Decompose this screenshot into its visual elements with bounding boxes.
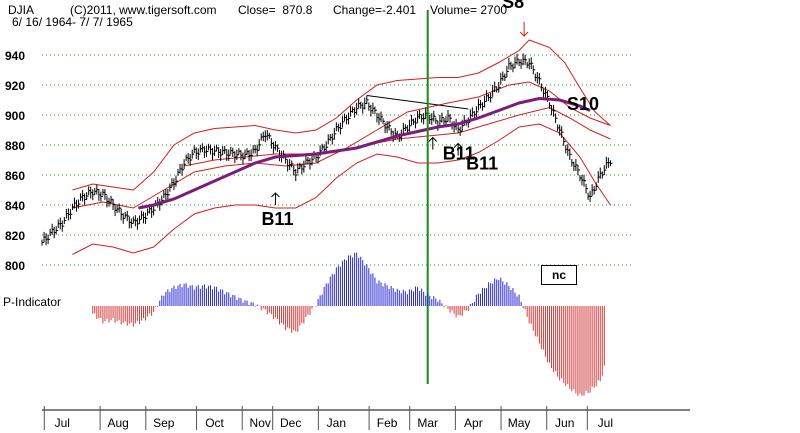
signal-arrow-head (428, 136, 438, 142)
x-tick-label-Jul: Jul (598, 416, 613, 430)
x-tick-label-Nov: Nov (250, 416, 271, 430)
copyright-label: (C)2011, www.tigersoft.com (70, 3, 217, 17)
indicator-label: P-Indicator (3, 295, 62, 309)
x-tick-label-Mar: Mar (417, 416, 438, 430)
nc-badge: nc (541, 265, 577, 285)
lower-band-line (72, 123, 611, 255)
change-value: Change=-2.401 (333, 3, 417, 17)
y-tick-label-880: 880 (5, 139, 25, 153)
y-tick-label-840: 840 (5, 199, 25, 213)
x-tick-label-Jan: Jan (327, 416, 346, 430)
y-tick-label-820: 820 (5, 229, 25, 243)
moving-average-line (138, 96, 591, 210)
close-value: Close= 870.8 (238, 3, 313, 17)
x-tick-label-Feb: Feb (377, 416, 398, 430)
upper-band-line (72, 39, 611, 191)
symbol-label: DJIA (8, 3, 35, 17)
signal-label: B11 (466, 154, 498, 174)
y-tick-label-940: 940 (5, 49, 25, 63)
signal-label: B11 (443, 144, 475, 164)
channel-line (366, 95, 469, 110)
x-tick-label-Jun: Jun (555, 416, 574, 430)
x-tick-label-Aug: Aug (107, 416, 128, 430)
y-tick-label-900: 900 (5, 109, 25, 123)
signal-label: S8 (502, 0, 524, 12)
y-tick-label-860: 860 (5, 169, 25, 183)
signal-arrow-head (519, 31, 529, 37)
date-range-label: 6/ 16/ 1964- 7/ 7/ 1965 (12, 15, 133, 29)
envelope-lower-line (184, 106, 611, 167)
volume-value: Volume= 2700 (430, 3, 508, 17)
signal-arrow-head (453, 142, 463, 148)
y-tick-label-800: 800 (5, 259, 25, 273)
x-tick-label-Jul: Jul (55, 416, 70, 430)
x-tick-label-May: May (508, 416, 531, 430)
x-tick-label-Sep: Sep (153, 416, 175, 430)
signal-arrow-head (271, 192, 280, 198)
signal-label: S10 (567, 94, 599, 114)
signal-label: B11 (261, 209, 293, 229)
x-tick-label-Apr: Apr (464, 416, 483, 430)
x-tick-label-Dec: Dec (280, 416, 301, 430)
y-tick-label-920: 920 (5, 79, 25, 93)
x-tick-label-Oct: Oct (205, 416, 224, 430)
